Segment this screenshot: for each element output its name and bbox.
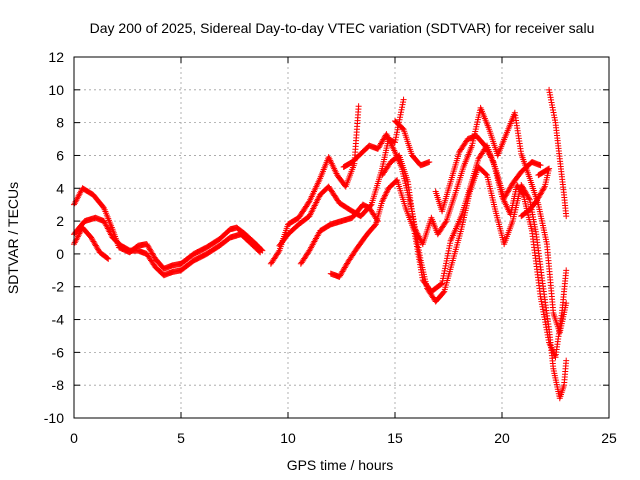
data-point	[393, 131, 400, 138]
data-point	[444, 252, 451, 259]
data-point	[394, 126, 401, 133]
data-point	[519, 190, 526, 197]
data-point	[444, 255, 451, 262]
data-point	[398, 106, 405, 113]
data-point	[537, 162, 544, 169]
data-point	[442, 262, 449, 269]
data-point	[394, 129, 401, 136]
data-point	[398, 109, 405, 116]
data-point	[439, 280, 446, 287]
data-point	[440, 289, 447, 296]
data-point	[536, 171, 543, 178]
y-tick-label: -10	[44, 410, 64, 426]
data-point	[535, 172, 542, 179]
data-point	[355, 103, 362, 110]
y-axis-label: SDTVAR / TECUs	[5, 182, 21, 294]
x-tick-label: 15	[387, 430, 403, 446]
data-point	[382, 192, 389, 199]
data-point	[396, 116, 403, 123]
data-point	[445, 247, 452, 254]
data-point	[563, 213, 570, 220]
chart-title: Day 200 of 2025, Sidereal Day-to-day VTE…	[90, 20, 595, 36]
data-point	[257, 249, 264, 256]
data-point	[379, 196, 386, 203]
data-point	[426, 159, 433, 166]
series-track-4	[267, 103, 362, 267]
x-tick-label: 25	[601, 430, 617, 446]
data-point	[442, 219, 449, 226]
series-track-13	[546, 86, 570, 220]
y-tick-label: 10	[48, 82, 64, 98]
data-point	[489, 157, 496, 164]
data-point	[445, 250, 452, 257]
y-tick-label: 12	[48, 49, 64, 65]
x-tick-label: 20	[494, 430, 510, 446]
x-tick-label: 10	[280, 430, 296, 446]
data-point	[441, 267, 448, 274]
data-point	[443, 260, 450, 267]
data-point	[384, 188, 391, 195]
data-point	[446, 245, 453, 252]
y-tick-label: 8	[56, 115, 64, 131]
data-point	[104, 255, 111, 262]
series-track-3	[71, 224, 112, 262]
x-tick-label: 0	[70, 430, 78, 446]
data-point	[256, 248, 263, 255]
data-point	[443, 257, 450, 264]
data-point	[541, 184, 548, 191]
data-point	[371, 222, 378, 229]
data-point	[379, 198, 386, 205]
data-point	[380, 195, 387, 202]
y-tick-label: -8	[52, 377, 65, 393]
tick-labels: 0 5 10 15 20 25 -10 -8 -6 -4 -2 0 2 4 6 8 10 12	[44, 49, 617, 446]
data-point	[105, 255, 112, 262]
series-track-5	[276, 96, 407, 249]
data-point	[399, 101, 406, 108]
data-point	[447, 240, 454, 247]
series-track-6	[297, 201, 381, 267]
data-point	[400, 99, 407, 106]
y-tick-label: 6	[56, 147, 64, 163]
data-point	[442, 265, 449, 272]
data-point	[438, 281, 445, 288]
data-point	[446, 242, 453, 249]
axis-ticks	[73, 56, 610, 419]
data-point	[563, 357, 570, 364]
data-point	[399, 104, 406, 111]
series-track-2	[71, 214, 264, 279]
y-tick-label: -2	[52, 279, 65, 295]
data-point	[393, 134, 400, 141]
data-point	[397, 114, 404, 121]
plot-frame	[73, 56, 610, 419]
data-point	[381, 194, 388, 201]
data-point	[526, 195, 533, 202]
data-point	[483, 171, 490, 178]
y-tick-label: 2	[56, 213, 64, 229]
y-tick-label: 4	[56, 180, 64, 196]
data-point	[397, 111, 404, 118]
y-tick-label: 0	[56, 246, 64, 262]
data-point	[275, 248, 282, 255]
series-track-8	[340, 131, 570, 402]
y-tick-label: -4	[52, 312, 65, 328]
data-point	[400, 96, 407, 103]
series-track-11	[392, 117, 433, 169]
data-point	[383, 189, 390, 196]
data-points	[71, 86, 570, 402]
x-tick-label: 5	[177, 430, 185, 446]
x-axis-label: GPS time / hours	[287, 457, 394, 473]
data-point	[563, 267, 570, 274]
data-point	[563, 300, 570, 307]
data-point	[392, 136, 399, 143]
series-track-9	[379, 104, 570, 336]
data-point	[382, 191, 389, 198]
y-tick-label: -6	[52, 344, 65, 360]
series-track-10	[432, 132, 570, 361]
series-track-12	[518, 165, 553, 220]
data-point	[441, 270, 448, 277]
